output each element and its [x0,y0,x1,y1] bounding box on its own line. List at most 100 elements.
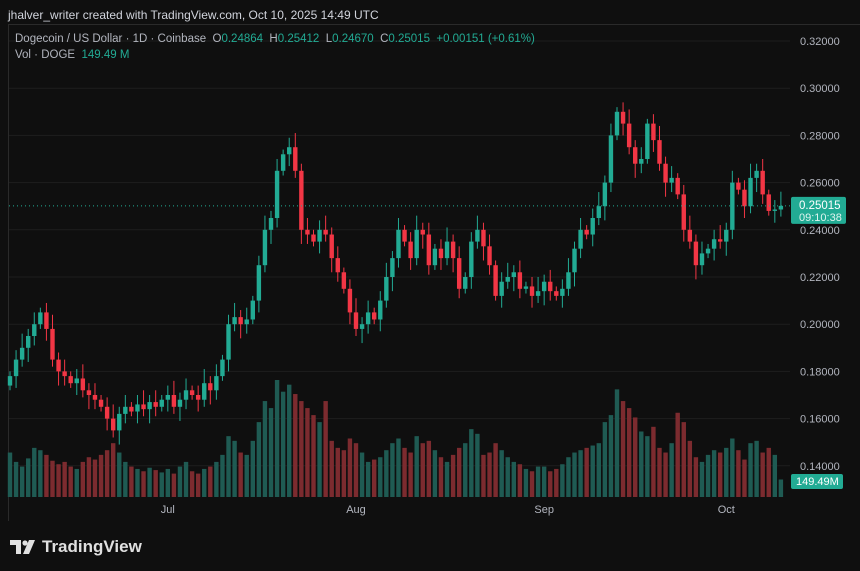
volume-bar [329,440,334,497]
candle-body [56,359,61,372]
volume-bar [372,459,377,497]
candle-body [305,229,310,235]
candle-body [317,229,322,242]
candle-body [347,288,353,313]
volume-bar [244,454,249,497]
volume-bar [123,461,128,497]
volume-bar [317,422,322,497]
candle-body [123,406,128,414]
volume-bar [147,467,152,497]
volume-bar [657,447,662,497]
volume-bar [26,458,31,497]
low-value: 0.24670 [332,33,374,45]
candle-body [626,123,632,148]
symbol-name[interactable]: Dogecoin / US Dollar · 1D · Coinbase [15,33,207,45]
volume-bar [232,440,237,497]
candle-body [669,177,674,183]
volume-bar [274,380,280,497]
candle-body [469,241,474,277]
candle-body [13,359,19,377]
candle-body [426,234,432,266]
candle-body [578,229,583,249]
candle-body [402,229,407,242]
tradingview-logo[interactable]: TradingView [10,537,142,557]
candle-body [742,189,747,207]
volume-bar [384,450,389,497]
candle-body [675,177,680,195]
volume-bar [32,447,37,497]
candle-body [499,281,504,296]
candle-body [244,319,249,325]
volume-bar [748,443,753,497]
candle-body [766,194,771,211]
volume-bar [80,461,86,497]
volume-bar [499,450,504,497]
candle-body [141,404,146,410]
volume-bar [663,452,668,497]
y-tick-label: 0.30000 [800,83,840,95]
volume-bar [608,415,614,497]
candle-body [475,229,480,242]
volume-bar [639,431,644,497]
volume-bar [177,466,183,497]
candle-body [299,170,304,230]
volume-bar [141,471,146,497]
candle-body [481,229,486,247]
volume-bar [614,389,620,497]
volume-bar [256,422,262,497]
volume-bar [171,473,177,497]
volume-bar [365,461,371,497]
candle-body [92,395,98,400]
volume-bar [226,436,231,497]
volume-bar [560,464,565,497]
volume-bar [578,450,583,497]
candle-body [778,205,784,210]
volume-bar [584,447,589,497]
volume-bar [287,384,292,497]
volume-bar [183,461,189,497]
volume-bar [305,408,310,497]
candle-body [86,390,92,395]
candle-body [505,277,510,282]
last-volume-label: 149.49M [796,476,839,488]
volume-bar [396,438,401,497]
volume-bar [469,429,474,497]
volume-bar [651,426,656,497]
volume-bar [693,457,699,497]
high-label: H [269,33,278,45]
volume-bar [554,468,559,497]
candle-body [717,239,723,242]
candle-body [323,229,328,235]
volume-bar [280,391,286,497]
candle-body [38,312,43,325]
candle-body [262,229,268,266]
volume-bar [208,466,213,497]
volume-bar [408,452,413,497]
candle-body [329,234,334,259]
candle-body [26,336,31,348]
candle-body [183,390,189,400]
volume-bar [92,459,98,497]
candle-body [274,170,280,218]
candle-body [608,135,614,183]
candle-body [353,312,359,329]
candle-body [602,182,608,207]
volume-bar [699,461,705,497]
candle-body [548,281,553,292]
volume-bar [493,443,498,497]
chart-frame[interactable] [8,24,860,521]
candle-body [633,147,638,164]
candle-body [523,286,529,289]
candle-body [335,258,340,273]
volume-bar [135,468,140,497]
candle-body [62,371,67,377]
volume-bar [110,443,116,497]
volume-bar [730,438,735,497]
candle-body [414,229,419,259]
candle-body [450,241,456,259]
candle-body [165,395,171,400]
candle-body [50,328,55,360]
candle-body [724,229,729,242]
volume-bar [202,468,207,497]
